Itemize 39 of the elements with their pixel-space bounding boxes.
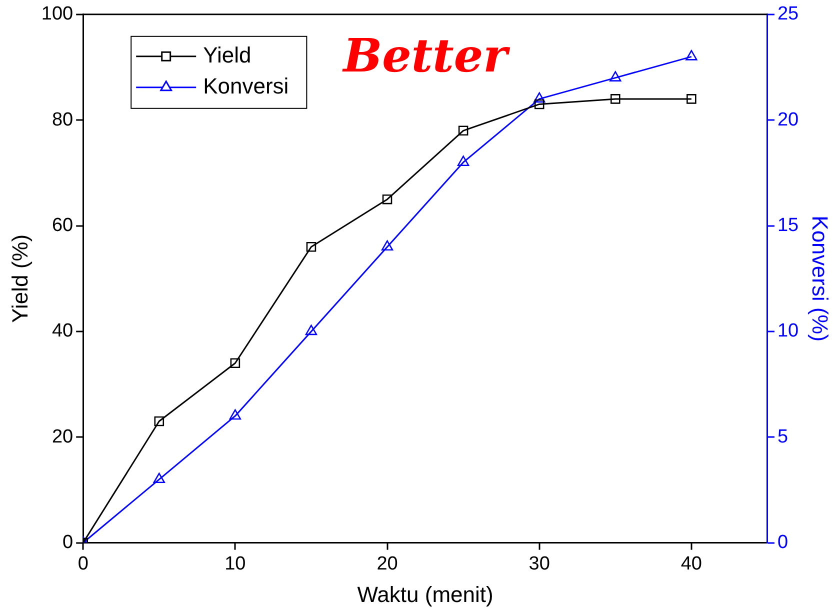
y2-tick-label: 0 [777,532,788,554]
x-tick-label: 0 [78,553,88,574]
y2-axis-title: Konversi (%) [808,216,833,342]
point [686,50,698,60]
point [458,126,468,136]
y-tick-label: 40 [52,320,74,342]
point [686,94,696,104]
point [534,99,544,110]
y2-tick-label: 20 [777,109,799,130]
legend-label: Konversi [203,73,289,98]
point [229,409,242,420]
y-tick-label: 0 [62,532,74,554]
point [381,240,394,251]
point [154,416,164,426]
annotation: Better [341,28,512,82]
point [610,71,622,82]
x-tick-label: 30 [528,553,550,574]
point [305,324,318,336]
x-tick-label: 40 [680,553,702,574]
y2-tick-label: 5 [777,426,788,448]
point [230,358,240,368]
point [306,242,316,252]
y-tick-label: 80 [52,109,74,130]
y-axis-title: Yield (%) [7,234,32,323]
x-axis-title: Waktu (menit) [357,582,494,607]
point [382,194,392,204]
y2-tick-label: 25 [777,4,799,25]
y2-tick-label: 15 [777,214,799,236]
y2-tick-label: 10 [777,320,799,342]
y-tick-label: 20 [52,426,74,448]
y-tick-label: 100 [41,4,74,25]
point [153,472,165,484]
point [534,92,546,103]
point [457,156,470,166]
legend-label: Yield [203,42,252,68]
point [610,94,620,104]
y-tick-label: 60 [52,214,74,236]
x-tick-label: 20 [376,553,398,574]
x-tick-label: 10 [224,553,246,574]
